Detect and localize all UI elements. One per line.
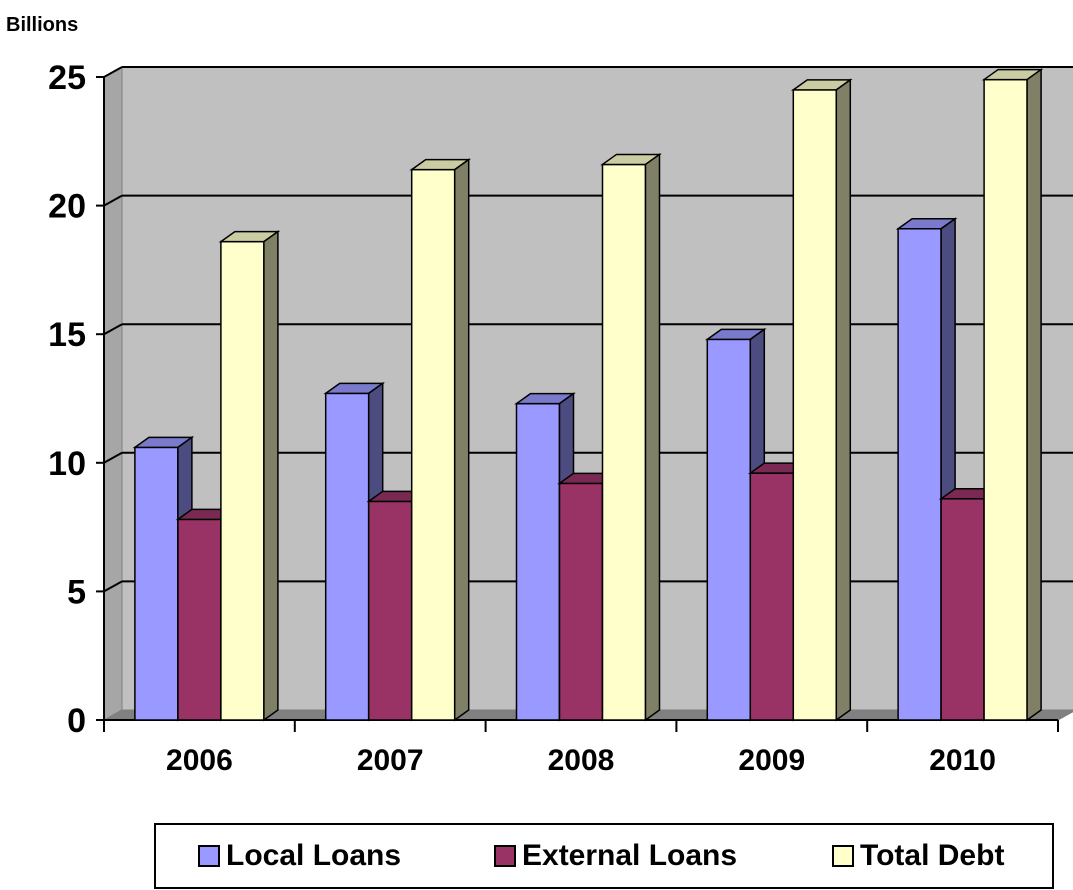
bar-total-debt-2007 — [409, 158, 472, 722]
bar-front — [134, 446, 179, 721]
tick-labels: 0 5 10 15 20 25 2006 2007 2008 2009 2010 — [48, 59, 996, 777]
legend-label-external-loans: External Loans — [522, 839, 738, 872]
bar-front — [601, 163, 647, 721]
y-tick-label: 10 — [48, 445, 86, 483]
bar-front — [515, 402, 561, 721]
bar-front — [706, 338, 752, 721]
bar-front — [367, 500, 413, 721]
bar-front — [897, 227, 942, 721]
bar-side — [835, 78, 852, 722]
bar-front — [410, 168, 456, 721]
legend: Local Loans External Loans Total Debt — [154, 823, 1054, 889]
x-tick-label: 2008 — [548, 744, 615, 777]
bar-front — [558, 482, 604, 721]
y-tick-label: 15 — [48, 316, 86, 354]
gridline-diagonal — [103, 323, 123, 336]
bar-total-debt-2006 — [218, 230, 281, 722]
bar-front — [220, 240, 265, 721]
gridline-diagonal — [103, 66, 123, 78]
bar-front — [792, 89, 838, 721]
gridline-diagonal — [103, 580, 123, 593]
bar-front — [749, 472, 795, 721]
legend-label-total-debt: Total Debt — [860, 839, 1005, 872]
bar-front — [324, 392, 370, 721]
legend-swatch-total-debt — [832, 845, 854, 867]
legend-item-total-debt: Total Debt — [832, 825, 1004, 887]
x-tick-label: 2006 — [166, 744, 233, 777]
x-tick-label: 2010 — [929, 744, 996, 777]
legend-label-local-loans: Local Loans — [226, 839, 402, 872]
bar-front — [983, 78, 1028, 721]
x-tick-label: 2009 — [738, 744, 805, 777]
y-tick-label: 20 — [48, 188, 86, 226]
gridline-diagonal — [103, 194, 123, 207]
debt-chart: Billions 0 5 10 15 20 25 2006 2007 2008 2009 2010 — [6, 14, 1073, 777]
legend-swatch-local-loans — [198, 845, 220, 867]
y-tick-label: 0 — [67, 702, 86, 740]
legend-swatch-external-loans — [494, 845, 516, 867]
gridline-diagonal — [103, 451, 123, 464]
bar-side — [263, 230, 279, 722]
bars — [132, 68, 1044, 722]
x-tick-label: 2007 — [357, 744, 424, 777]
bar-total-debt-2010 — [981, 68, 1044, 722]
bar-total-debt-2008 — [600, 152, 662, 722]
bar-side — [644, 152, 661, 722]
bar-front — [940, 498, 985, 721]
y-tick-label: 25 — [48, 59, 86, 97]
bar-side — [453, 158, 470, 722]
y-axis-label: Billions — [6, 14, 78, 36]
bar-front — [177, 518, 222, 721]
bar-total-debt-2009 — [790, 78, 853, 722]
side-wall — [103, 66, 123, 721]
legend-item-local-loans: Local Loans — [198, 825, 401, 887]
bar-side — [1026, 68, 1042, 722]
legend-item-external-loans: External Loans — [494, 825, 737, 887]
y-tick-label: 5 — [67, 573, 86, 611]
